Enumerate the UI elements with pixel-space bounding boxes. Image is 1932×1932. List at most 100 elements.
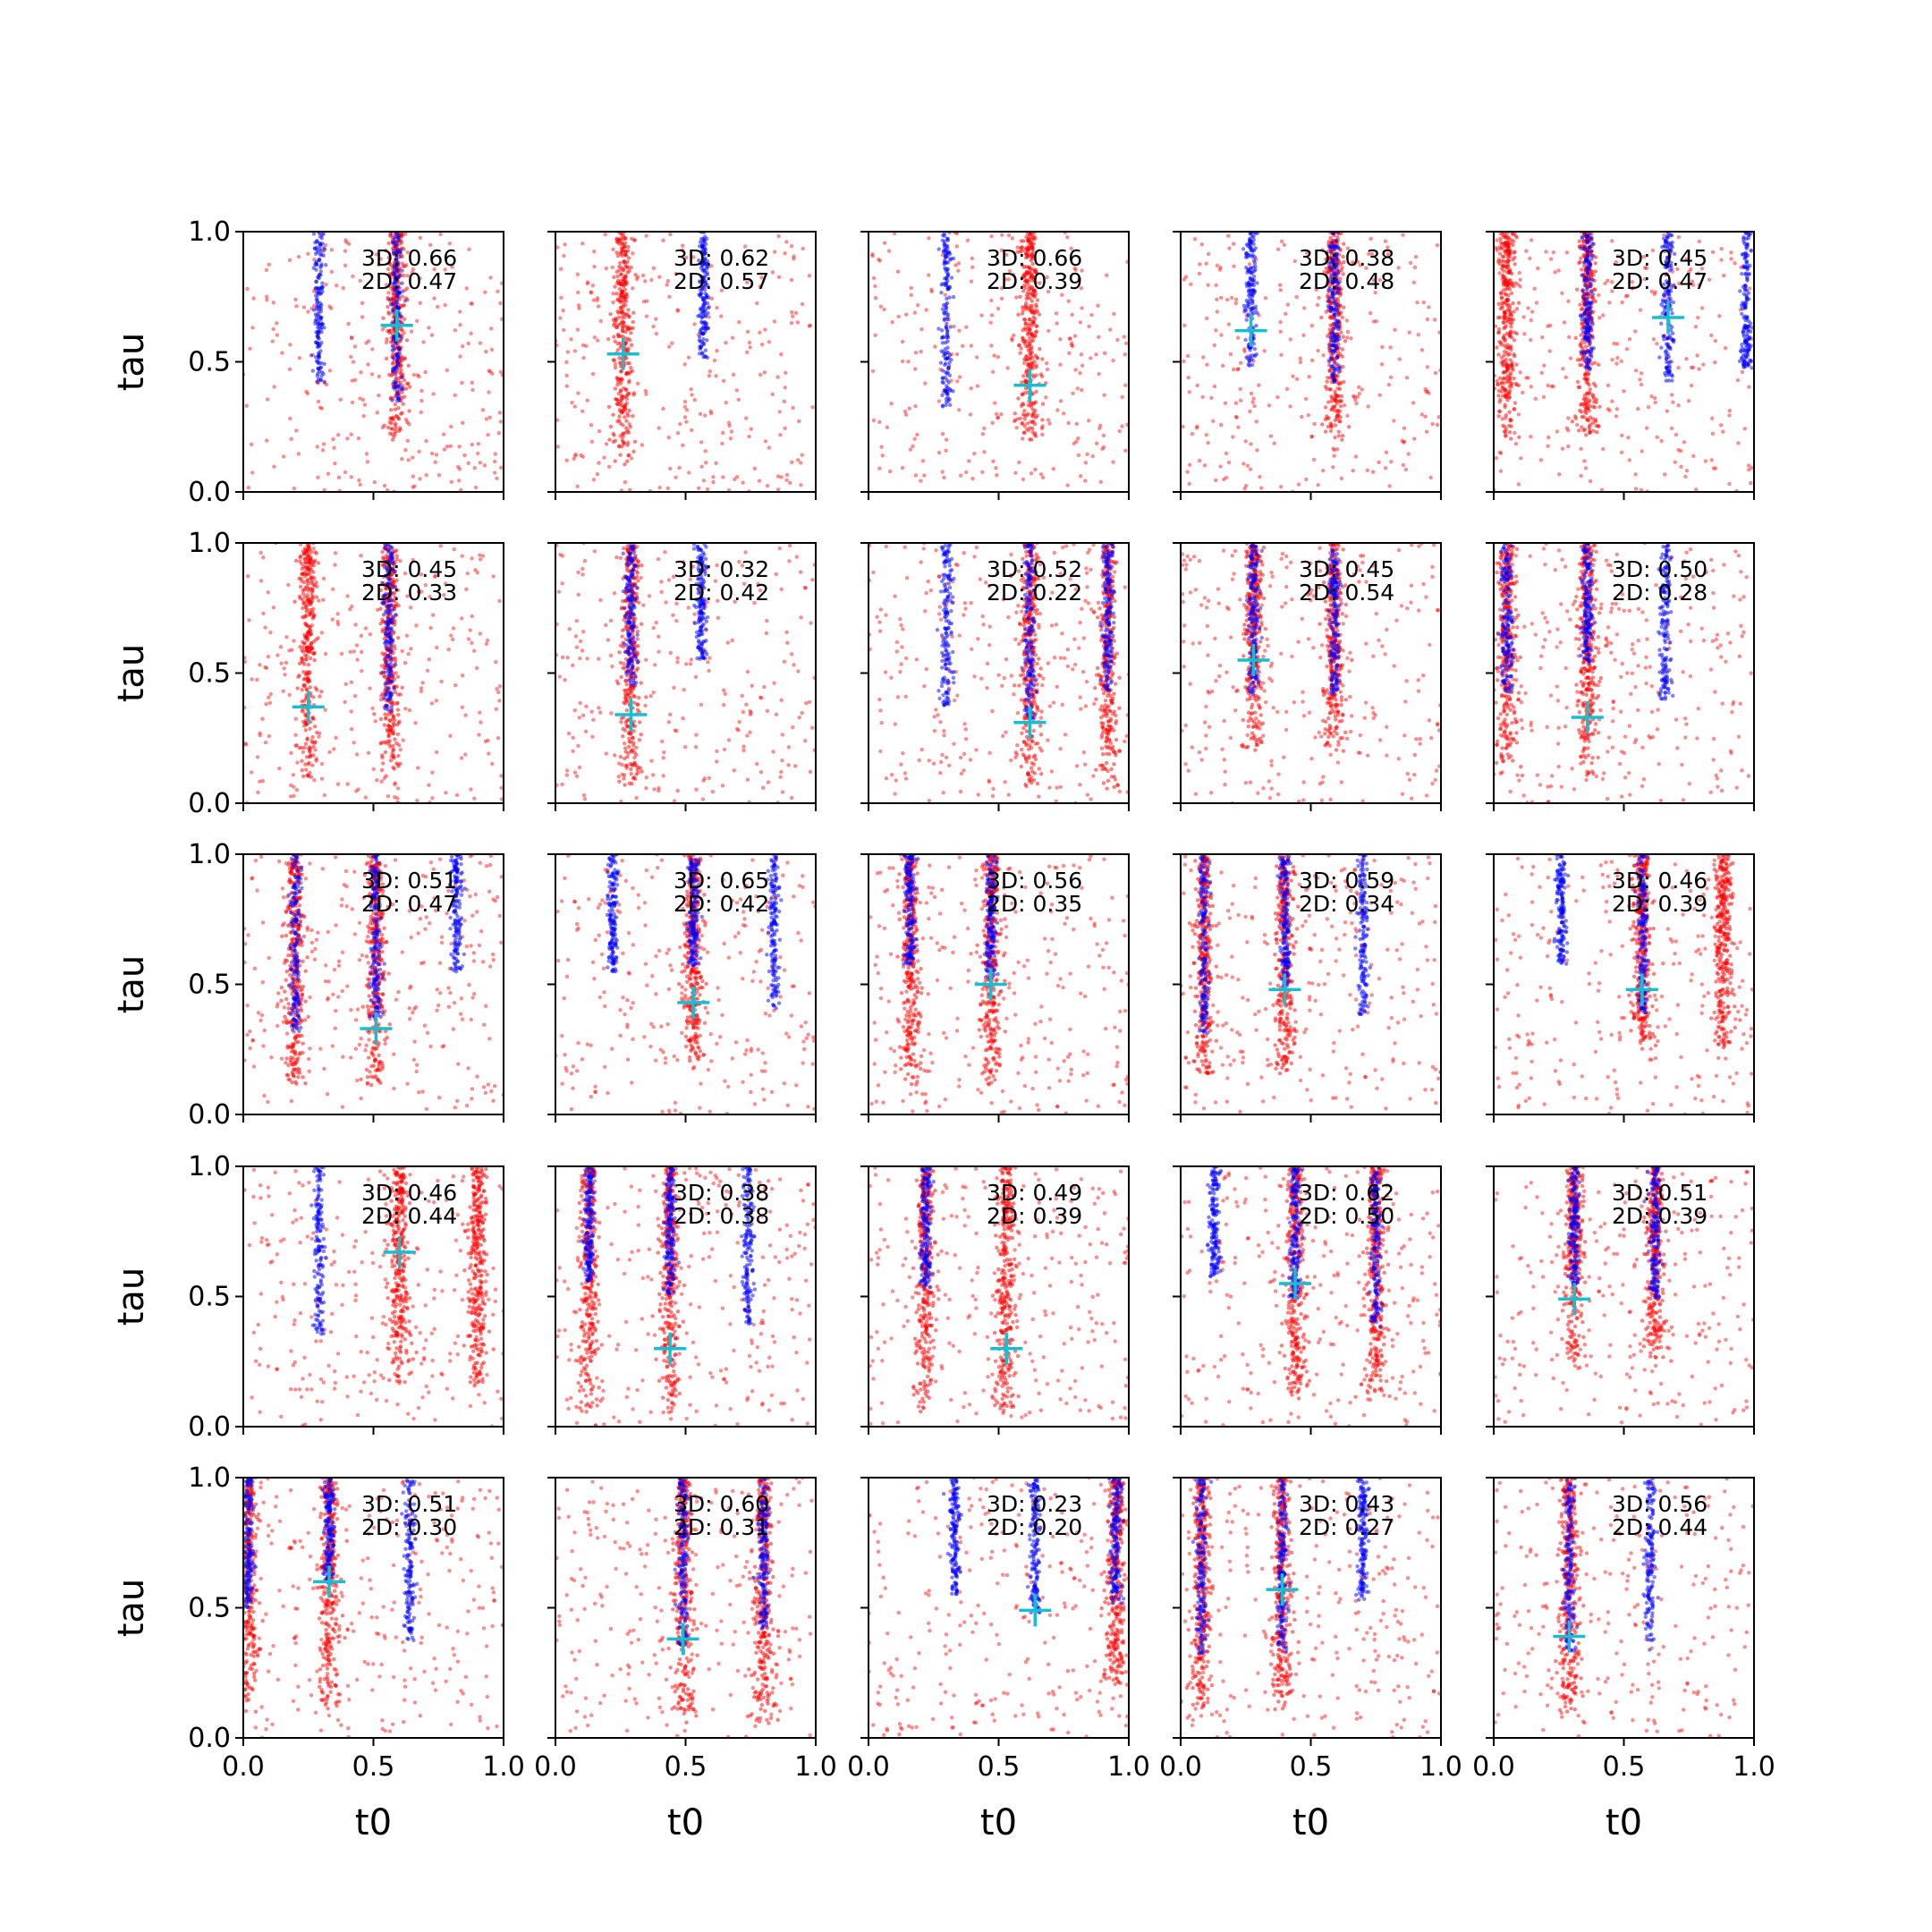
red-point bbox=[1080, 306, 1084, 310]
red-point bbox=[923, 381, 928, 386]
red-point bbox=[873, 284, 877, 289]
red-point bbox=[1585, 418, 1590, 422]
red-point bbox=[615, 419, 620, 424]
blue-point bbox=[705, 271, 709, 275]
red-point bbox=[423, 369, 428, 375]
red-point bbox=[1508, 311, 1513, 317]
blue-point bbox=[398, 250, 402, 255]
red-point bbox=[1518, 370, 1522, 375]
red-point bbox=[389, 416, 394, 420]
red-point bbox=[450, 265, 454, 269]
red-point bbox=[572, 404, 577, 409]
red-point bbox=[1599, 487, 1605, 492]
red-point bbox=[744, 280, 750, 284]
blue-point bbox=[940, 307, 945, 311]
red-point bbox=[498, 419, 503, 424]
blue-point bbox=[320, 322, 325, 326]
red-point bbox=[1303, 396, 1309, 402]
red-point bbox=[942, 475, 946, 480]
blue-point bbox=[1738, 289, 1742, 293]
red-point bbox=[1112, 311, 1116, 317]
red-point bbox=[450, 637, 455, 642]
red-point bbox=[1335, 408, 1341, 413]
red-point bbox=[343, 263, 348, 268]
red-point bbox=[489, 347, 495, 352]
blue-point bbox=[1330, 241, 1335, 245]
red-point bbox=[1325, 379, 1329, 384]
red-point bbox=[1331, 465, 1335, 470]
red-point bbox=[1323, 429, 1328, 434]
red-point bbox=[724, 340, 728, 345]
red-point bbox=[1551, 250, 1555, 255]
red-point bbox=[1676, 234, 1681, 240]
red-point bbox=[443, 581, 448, 586]
red-point bbox=[414, 318, 419, 324]
red-point bbox=[1513, 401, 1518, 405]
red-point bbox=[281, 689, 285, 693]
red-point bbox=[1513, 262, 1517, 267]
red-point bbox=[644, 233, 648, 238]
red-point bbox=[1501, 320, 1505, 325]
red-point bbox=[755, 301, 759, 306]
red-point bbox=[1383, 239, 1388, 243]
red-point bbox=[287, 258, 292, 263]
red-point bbox=[1028, 335, 1032, 340]
red-point bbox=[1532, 286, 1537, 291]
red-point bbox=[336, 475, 342, 480]
red-point bbox=[1576, 428, 1581, 433]
red-point bbox=[690, 393, 694, 397]
red-point bbox=[1594, 430, 1599, 435]
red-point bbox=[1415, 301, 1419, 305]
red-point bbox=[463, 713, 468, 717]
red-point bbox=[415, 798, 419, 803]
red-point bbox=[1241, 347, 1247, 352]
red-point bbox=[245, 286, 250, 292]
red-point bbox=[1560, 446, 1565, 451]
red-point bbox=[1592, 400, 1597, 404]
red-point bbox=[287, 648, 292, 653]
red-point bbox=[498, 301, 503, 306]
red-point bbox=[1518, 277, 1522, 282]
red-point bbox=[1254, 419, 1258, 424]
red-point bbox=[1588, 415, 1593, 419]
red-point bbox=[728, 436, 733, 441]
red-point bbox=[902, 409, 908, 414]
red-point bbox=[1061, 411, 1066, 416]
red-point bbox=[1340, 437, 1344, 442]
blue-point bbox=[392, 235, 396, 241]
blue-point bbox=[1745, 328, 1750, 334]
red-point bbox=[1046, 328, 1051, 334]
red-point bbox=[1427, 391, 1431, 395]
red-point bbox=[405, 273, 411, 278]
red-point bbox=[364, 452, 369, 456]
red-point bbox=[1045, 360, 1049, 366]
red-point bbox=[1377, 460, 1381, 465]
red-point bbox=[403, 386, 409, 391]
red-point bbox=[1528, 256, 1532, 261]
red-point bbox=[371, 767, 376, 771]
blue-point bbox=[1663, 249, 1667, 254]
red-point bbox=[623, 262, 628, 267]
red-point bbox=[1188, 462, 1192, 467]
red-point bbox=[1102, 351, 1107, 356]
red-point bbox=[708, 369, 712, 374]
red-point bbox=[1341, 254, 1345, 259]
red-point bbox=[1309, 434, 1314, 439]
blue-point bbox=[1585, 307, 1589, 311]
red-point bbox=[1500, 264, 1505, 268]
red-point bbox=[1073, 267, 1078, 273]
blue-point bbox=[398, 247, 402, 252]
red-point bbox=[395, 786, 401, 791]
red-point bbox=[1747, 467, 1751, 472]
red-point bbox=[1610, 357, 1614, 362]
red-point bbox=[915, 432, 919, 437]
red-point bbox=[1024, 427, 1030, 432]
red-point bbox=[476, 451, 480, 456]
red-point bbox=[1333, 418, 1337, 423]
blue-point bbox=[392, 347, 396, 352]
red-point bbox=[1031, 419, 1036, 424]
red-point bbox=[264, 665, 269, 670]
red-point bbox=[1580, 362, 1584, 368]
blue-point bbox=[1334, 238, 1339, 243]
red-point bbox=[1507, 395, 1513, 400]
